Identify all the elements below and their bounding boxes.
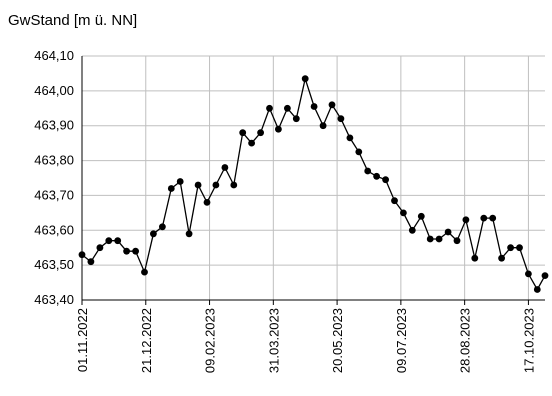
- gridlines: [81, 55, 545, 301]
- data-point: [400, 209, 407, 217]
- data-point: [444, 228, 452, 236]
- data-point: [132, 247, 140, 255]
- x-tick-label: 09.07.2023: [394, 308, 409, 373]
- data-point: [292, 115, 300, 123]
- axes: [81, 56, 545, 305]
- y-tick-label: 463,50: [34, 257, 74, 272]
- data-point: [114, 237, 122, 245]
- data-point: [284, 104, 291, 112]
- data-point: [417, 212, 425, 220]
- data-point: [355, 148, 363, 156]
- data-point: [471, 254, 479, 262]
- data-point: [194, 181, 202, 189]
- data-point: [212, 181, 220, 189]
- data-point: [408, 226, 416, 234]
- y-axis-title: GwStand [m ü. NN]: [8, 12, 138, 29]
- x-tick-label: 09.02.2023: [203, 308, 218, 373]
- data-point: [310, 103, 318, 110]
- data-point: [221, 164, 229, 171]
- x-tick-label: 31.03.2023: [266, 308, 281, 373]
- data-point: [462, 216, 470, 224]
- data-point: [141, 268, 148, 276]
- data-point: [337, 115, 345, 123]
- y-tick-label: 464,10: [34, 48, 74, 63]
- data-point: [391, 197, 398, 205]
- data-point: [167, 185, 175, 192]
- y-tick-label: 463,80: [34, 153, 74, 168]
- data-point: [516, 244, 523, 252]
- data-point: [230, 181, 238, 189]
- data-point: [185, 230, 193, 238]
- data-point: [382, 176, 389, 184]
- data-point: [123, 247, 130, 255]
- data-point: [275, 125, 282, 133]
- data-point: [257, 129, 264, 137]
- data-point: [364, 167, 372, 175]
- data-point: [105, 237, 113, 245]
- data-point: [176, 178, 184, 185]
- x-tick-label: 28.08.2023: [458, 308, 473, 373]
- data-point: [489, 214, 497, 222]
- data-point: [373, 172, 380, 180]
- y-tick-label: 463,40: [34, 292, 74, 307]
- data-point: [480, 214, 488, 222]
- data-point: [453, 237, 461, 245]
- series-points: [78, 75, 549, 293]
- y-tick-label: 464,00: [34, 83, 74, 98]
- y-tick-label: 463,60: [34, 222, 74, 237]
- data-point: [498, 254, 505, 262]
- data-point: [328, 101, 336, 109]
- data-point: [525, 270, 532, 278]
- data-point: [541, 272, 549, 279]
- x-tick-label: 01.11.2022: [75, 308, 90, 372]
- data-point: [248, 139, 256, 147]
- data-point: [435, 235, 443, 243]
- data-point: [319, 122, 327, 130]
- data-point: [533, 286, 541, 293]
- data-point: [96, 244, 104, 252]
- x-tick-label: 17.10.2023: [521, 308, 536, 373]
- data-point: [87, 258, 95, 266]
- data-point: [159, 223, 166, 231]
- data-point: [78, 251, 86, 259]
- data-point: [301, 75, 309, 83]
- y-tick-label: 463,90: [34, 118, 74, 133]
- y-tick-label: 463,70: [34, 187, 74, 202]
- data-point: [507, 244, 514, 252]
- data-point: [346, 134, 354, 142]
- data-point: [266, 104, 273, 112]
- x-tick-labels: 01.11.2022 21.12.2022 09.02.2023 31.03.2023…: [75, 308, 536, 373]
- data-point: [150, 230, 157, 238]
- x-tick-label: 20.05.2023: [330, 308, 345, 373]
- y-tick-labels: 464,10 464,00 463,90 463,80 463,70 463,60 463,…: [34, 48, 74, 307]
- data-point: [203, 199, 211, 206]
- data-point: [239, 129, 247, 137]
- data-point: [426, 235, 434, 243]
- x-tick-label: 21.12.2022: [139, 308, 154, 373]
